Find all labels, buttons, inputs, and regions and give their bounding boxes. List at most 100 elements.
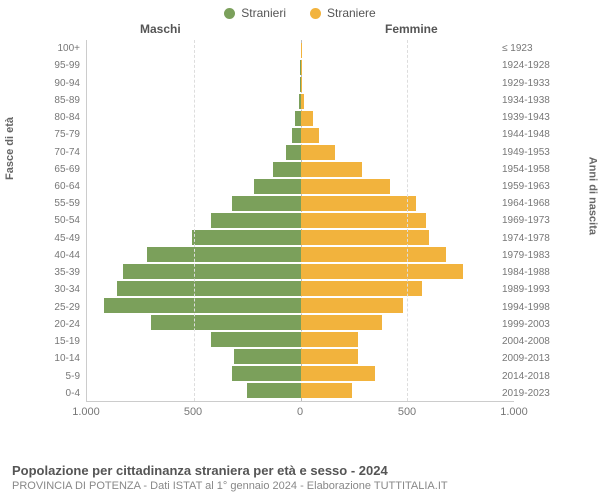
bar-female [301,247,446,262]
pyramid-row [87,110,514,127]
legend: Stranieri Straniere [0,0,600,22]
y-tick-left: 25-29 [50,299,84,316]
bar-female [301,230,429,245]
y-tick-left: 10-14 [50,350,84,367]
y-axis-label-right: Anni di nascita [586,157,598,235]
pyramid-row [87,178,514,195]
bar-female [301,298,403,313]
chart-subtitle: PROVINCIA DI POTENZA - Dati ISTAT al 1° … [12,480,588,492]
legend-label-female: Straniere [327,6,376,20]
pyramid-row [87,144,514,161]
y-tick-left: 70-74 [50,143,84,160]
pyramid-row [87,212,514,229]
bar-female [301,179,391,194]
bar-female [301,366,376,381]
x-tick: 500 [398,406,416,418]
bar-female [301,264,463,279]
bar-female [301,332,359,347]
bar-male [123,264,300,279]
footer: Popolazione per cittadinanza straniera p… [12,463,588,492]
bar-female [301,281,423,296]
x-tick: 0 [297,406,303,418]
bar-female [301,77,302,92]
bar-male [234,349,300,364]
bar-female [301,60,302,75]
pyramid-row [87,161,514,178]
x-tick: 1.000 [72,406,100,418]
x-tick: 1.000 [500,406,528,418]
y-tick-left: 40-44 [50,247,84,264]
bar-male [232,196,300,211]
bar-male [254,179,301,194]
legend-item-female: Straniere [310,6,376,20]
legend-label-male: Stranieri [241,6,286,20]
bar-female [301,145,335,160]
y-tick-left: 80-84 [50,109,84,126]
column-headers: Maschi Femmine [0,22,600,40]
pyramid-row [87,348,514,365]
bar-rows [87,42,514,399]
pyramid-row [87,263,514,280]
y-axis-label-left: Fasce di età [4,117,16,180]
pyramid-row [87,229,514,246]
bar-male [147,247,301,262]
bar-female [301,383,352,398]
y-tick-left: 30-34 [50,281,84,298]
bar-male [104,298,300,313]
pyramid-row [87,365,514,382]
bar-female [301,111,314,126]
y-tick-left: 60-64 [50,178,84,195]
pyramid-row [87,314,514,331]
header-male: Maschi [140,22,181,36]
y-tick-left: 35-39 [50,264,84,281]
bar-female [301,315,382,330]
chart-title: Popolazione per cittadinanza straniera p… [12,463,588,478]
bar-female [301,128,319,143]
bar-male [211,332,301,347]
bar-female [301,162,363,177]
y-axis-left: 100+95-9990-9485-8980-8475-7970-7465-696… [50,40,84,402]
x-tick: 500 [184,406,202,418]
plot [86,40,514,402]
y-tick-left: 55-59 [50,195,84,212]
gridline [194,40,195,401]
bar-male [232,366,300,381]
pyramid-row [87,331,514,348]
pyramid-row [87,382,514,399]
x-axis: 1.00050005001.000 [86,406,514,422]
pyramid-row [87,195,514,212]
bar-male [247,383,300,398]
bar-female [301,94,305,109]
bar-male [192,230,301,245]
y-tick-left: 90-94 [50,74,84,91]
y-tick-left: 75-79 [50,126,84,143]
header-female: Femmine [385,22,438,36]
y-tick-left: 5-9 [50,367,84,384]
swatch-female [310,8,321,19]
y-tick-left: 50-54 [50,212,84,229]
bar-male [273,162,301,177]
bar-male [286,145,301,160]
pyramid-row [87,297,514,314]
pyramid-row [87,280,514,297]
pyramid-row [87,42,514,59]
bar-male [292,128,301,143]
y-tick-left: 95-99 [50,57,84,74]
pyramid-row [87,127,514,144]
bar-male [117,281,301,296]
y-tick-left: 45-49 [50,230,84,247]
bar-female [301,349,359,364]
chart-area: 100+95-9990-9485-8980-8475-7970-7465-696… [50,40,550,432]
legend-item-male: Stranieri [224,6,286,20]
gridline [407,40,408,401]
y-tick-left: 65-69 [50,161,84,178]
pyramid-row [87,59,514,76]
pyramid-row [87,93,514,110]
bar-male [211,213,301,228]
pyramid-row [87,246,514,263]
pyramid-row [87,76,514,93]
y-tick-left: 85-89 [50,92,84,109]
y-tick-left: 15-19 [50,333,84,350]
swatch-male [224,8,235,19]
y-tick-left: 0-4 [50,385,84,402]
